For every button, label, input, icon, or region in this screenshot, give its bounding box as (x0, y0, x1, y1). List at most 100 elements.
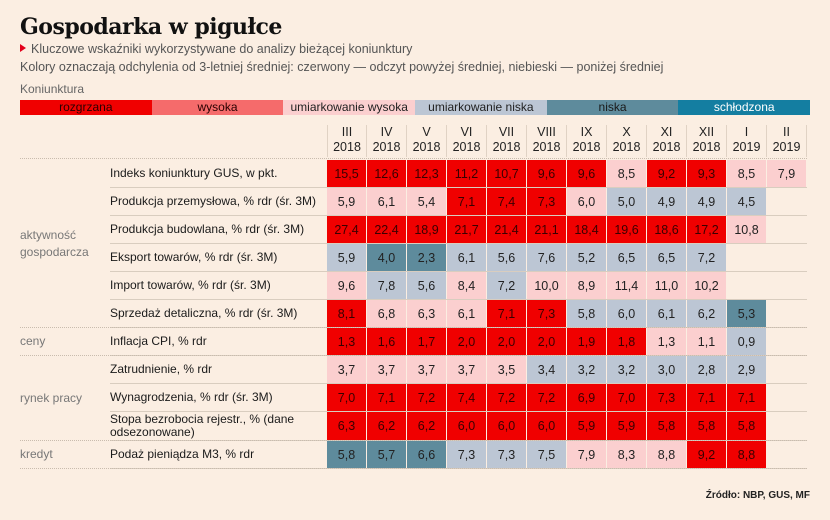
heatmap-cell: 7,3 (647, 384, 686, 411)
heatmap-cell: 17,2 (687, 216, 726, 243)
subtitle: Kluczowe wskaźniki wykorzystywane do ana… (20, 42, 412, 56)
column-month: VII (498, 125, 515, 139)
heatmap-cell: 3,4 (527, 356, 566, 383)
heatmap-cell: 5,8 (687, 412, 726, 440)
heatmap-cell: 10,2 (687, 272, 726, 299)
column-year: 2018 (412, 140, 441, 154)
heatmap-cell: 4,5 (727, 188, 766, 215)
row-divider (110, 411, 807, 412)
heatmap-cell: 7,1 (367, 384, 406, 411)
row-label: Produkcja budowlana, % rdr (śr. 3M) (110, 222, 305, 236)
heatmap-cell: 7,1 (687, 384, 726, 411)
heatmap-cell: 3,2 (607, 356, 646, 383)
heatmap-cell: 6,8 (367, 300, 406, 327)
heatmap-cell: 8,8 (647, 441, 686, 468)
heatmap-cell: 5,9 (327, 188, 366, 215)
heatmap-cell: 10,8 (727, 216, 766, 243)
column-year: 2018 (612, 140, 641, 154)
group-label: ceny (20, 334, 46, 348)
legend-item-r: rozgrzana (20, 100, 152, 115)
column-header: VIII 2018 (527, 125, 567, 157)
column-year: 2018 (652, 140, 681, 154)
legend-title: Koniunktura (20, 82, 85, 96)
heatmap-cell: 5,0 (607, 188, 646, 215)
heatmap-cell: 2,9 (727, 356, 766, 383)
heatmap-cell: 5,6 (487, 244, 526, 271)
group-label: aktywność gospodarcza (20, 227, 89, 259)
column-month: VIII (537, 125, 556, 139)
heatmap-cell: 19,6 (607, 216, 646, 243)
legend-item-w: wysoka (151, 100, 284, 115)
heatmap-cell: 7,1 (487, 300, 526, 327)
column-header: III 2018 (327, 125, 367, 157)
heatmap-cell: 5,8 (647, 412, 686, 440)
heatmap-cell: 9,6 (527, 160, 566, 187)
column-header: IX 2018 (567, 125, 607, 157)
heatmap-cell: 2,0 (447, 328, 486, 355)
heatmap-cell: 1,9 (567, 328, 606, 355)
group-divider (20, 355, 807, 356)
heatmap-cell: 5,8 (727, 412, 766, 440)
column-month: IX (580, 125, 593, 139)
row-divider (110, 299, 807, 300)
heatmap-cell: 27,4 (327, 216, 366, 243)
group-label: rynek pracy (20, 390, 83, 405)
heatmap-cell: 8,4 (447, 272, 486, 299)
heatmap-cell: 12,6 (367, 160, 406, 187)
heatmap-cell: 3,7 (327, 356, 366, 383)
heatmap-cell: 1,6 (367, 328, 406, 355)
heatmap-cell: 5,9 (607, 412, 646, 440)
column-year: 2018 (333, 140, 361, 154)
color-note: Kolory oznaczają odchylenia od 3-letniej… (20, 60, 664, 74)
group-divider (20, 440, 807, 441)
heatmap-cell: 7,2 (407, 384, 446, 411)
header-divider (20, 158, 807, 159)
heatmap-cell: 0,9 (727, 328, 766, 355)
heatmap-cell: 15,5 (327, 160, 366, 187)
heatmap-cell: 7,0 (327, 384, 366, 411)
column-header: VII 2018 (487, 125, 527, 157)
row-label: Stopa bezrobocia rejestr., % (dane odsez… (110, 412, 295, 439)
heatmap-cell: 6,1 (447, 244, 486, 271)
row-label: Zatrudnienie, % rdr (110, 362, 213, 376)
heatmap-cell: 12,3 (407, 160, 446, 187)
column-year: 2018 (372, 140, 401, 154)
column-year: 2018 (532, 140, 561, 154)
heatmap-cell: 7,0 (607, 384, 646, 411)
heatmap-cell: 8,8 (727, 441, 766, 468)
column-header: I 2019 (727, 125, 767, 157)
column-year: 2018 (492, 140, 521, 154)
heatmap-cell: 6,3 (327, 412, 366, 440)
legend-item-n: niska (546, 100, 679, 115)
heatmap-cell: 21,7 (447, 216, 486, 243)
heatmap-cell: 7,2 (487, 384, 526, 411)
column-header: X 2018 (607, 125, 647, 157)
column-header: VI 2018 (447, 125, 487, 157)
heatmap-cell: 3,7 (447, 356, 486, 383)
column-year: 2018 (572, 140, 601, 154)
heatmap-cell: 3,7 (367, 356, 406, 383)
heatmap-cell: 5,2 (567, 244, 606, 271)
heatmap-cell: 5,8 (327, 441, 366, 468)
heatmap-cell: 6,9 (567, 384, 606, 411)
heatmap-cell: 6,2 (367, 412, 406, 440)
legend-item-s: schłodzona (678, 100, 811, 115)
column-month: III (341, 125, 353, 139)
row-label: Wynagrodzenia, % rdr (śr. 3M) (110, 390, 273, 404)
heatmap-cell: 6,0 (527, 412, 566, 440)
heatmap-cell: 6,1 (447, 300, 486, 327)
heatmap-cell: 6,0 (487, 412, 526, 440)
row-label: Inflacja CPI, % rdr (110, 334, 207, 348)
row-divider (110, 215, 807, 216)
group-divider (20, 327, 807, 328)
heatmap-cell: 6,3 (407, 300, 446, 327)
heatmap-cell: 6,0 (447, 412, 486, 440)
column-month: XI (660, 125, 673, 139)
heatmap-cell: 1,8 (607, 328, 646, 355)
heatmap-cell: 3,0 (647, 356, 686, 383)
column-year: 2018 (452, 140, 481, 154)
heatmap-cell: 8,5 (727, 160, 766, 187)
row-label: Sprzedaż detaliczna, % rdr (śr. 3M) (110, 306, 298, 320)
heatmap-cell: 9,6 (327, 272, 366, 299)
column-header: II 2019 (767, 125, 807, 157)
